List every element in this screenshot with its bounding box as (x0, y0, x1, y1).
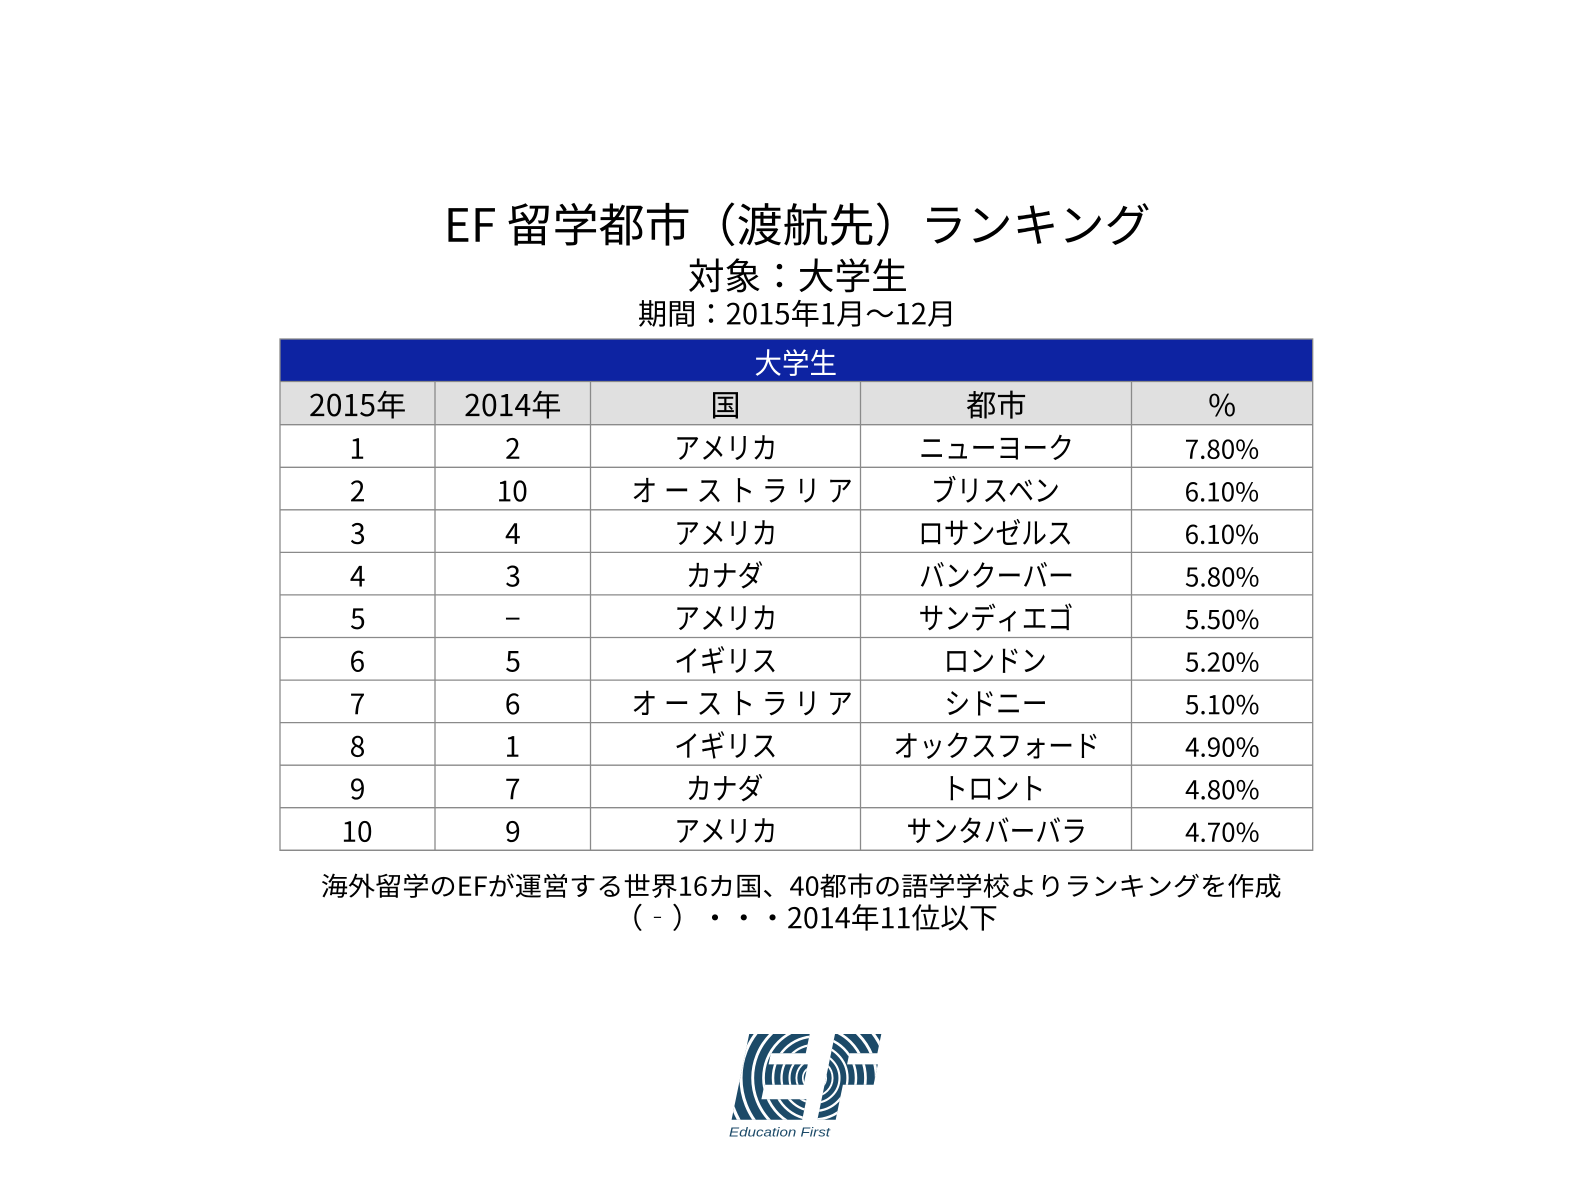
svg-text:Education First: Education First (729, 1126, 831, 1140)
